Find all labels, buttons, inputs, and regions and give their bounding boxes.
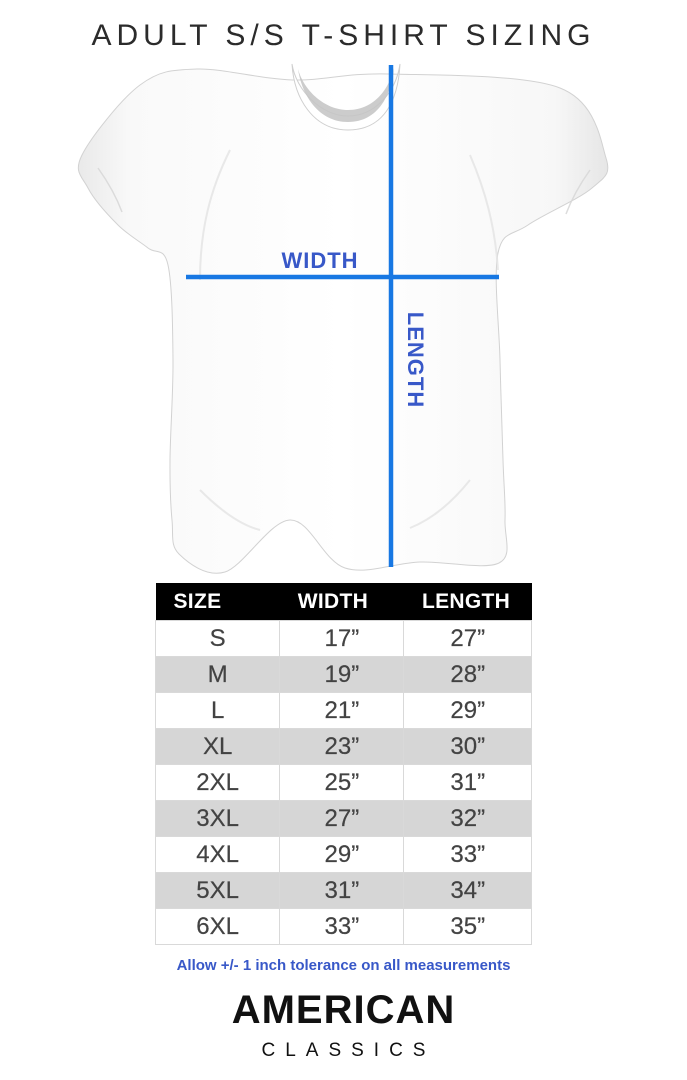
svg-text:LENGTH: LENGTH — [403, 312, 428, 408]
svg-text:WIDTH: WIDTH — [281, 248, 358, 273]
